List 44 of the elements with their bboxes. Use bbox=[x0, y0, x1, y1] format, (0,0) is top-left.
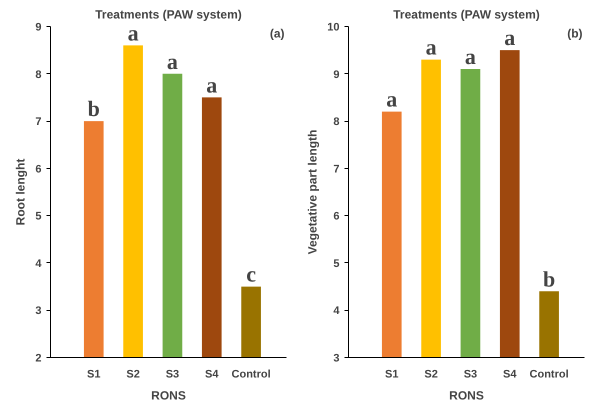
y-tick-label: 2 bbox=[35, 352, 42, 364]
y-tick-label: 3 bbox=[333, 352, 340, 364]
x-tick-label: S2 bbox=[126, 368, 140, 380]
annotation: c bbox=[246, 262, 256, 287]
y-tick-label: 4 bbox=[35, 258, 42, 270]
y-tick-label: 7 bbox=[35, 116, 42, 128]
y-tick-label: 10 bbox=[327, 22, 340, 34]
chart-title: Treatments (PAW system) bbox=[95, 8, 242, 22]
x-tick-label: S3 bbox=[166, 368, 180, 380]
y-tick-label: 9 bbox=[35, 22, 42, 34]
annotation: (b) bbox=[567, 26, 583, 40]
x-axis-title: RONS bbox=[151, 388, 186, 402]
x-axis-title: RONS bbox=[449, 388, 484, 402]
y-tick-label: 8 bbox=[333, 116, 340, 128]
y-tick-label: 9 bbox=[333, 68, 340, 81]
x-tick-label: S4 bbox=[205, 368, 220, 380]
y-tick-label: 3 bbox=[35, 305, 42, 318]
y-tick-label: 4 bbox=[333, 305, 340, 318]
annotation: a bbox=[426, 34, 437, 60]
y-tick-label: 7 bbox=[333, 163, 340, 176]
y-tick-label: 5 bbox=[333, 258, 340, 270]
x-tick-label: S4 bbox=[503, 368, 518, 380]
x-tick-label: S1 bbox=[385, 368, 399, 380]
annotation: b bbox=[88, 96, 100, 122]
y-tick-label: 8 bbox=[35, 68, 42, 81]
x-tick-label: S1 bbox=[87, 368, 101, 380]
y-tick-label: 6 bbox=[35, 163, 42, 176]
annotation: a bbox=[386, 86, 398, 112]
x-tick-label: Control bbox=[232, 368, 271, 380]
x-tick-label: Control bbox=[530, 368, 569, 380]
annotation: (a) bbox=[270, 26, 285, 40]
y-tick-label: 5 bbox=[35, 210, 42, 223]
y-tick-label: 6 bbox=[333, 210, 340, 223]
chart-title: Treatments (PAW system) bbox=[393, 8, 540, 22]
annotation: a bbox=[166, 48, 178, 74]
x-tick-label: S2 bbox=[424, 368, 438, 380]
y-axis-title: Vegetative part length bbox=[305, 130, 320, 254]
annotation: a bbox=[504, 25, 516, 50]
annotation: a bbox=[128, 20, 139, 46]
annotation: b bbox=[542, 266, 556, 292]
annotation: a bbox=[464, 44, 476, 70]
annotation: a bbox=[206, 72, 218, 98]
y-axis-title: Root lenght bbox=[13, 158, 28, 226]
x-tick-label: S3 bbox=[464, 368, 478, 380]
